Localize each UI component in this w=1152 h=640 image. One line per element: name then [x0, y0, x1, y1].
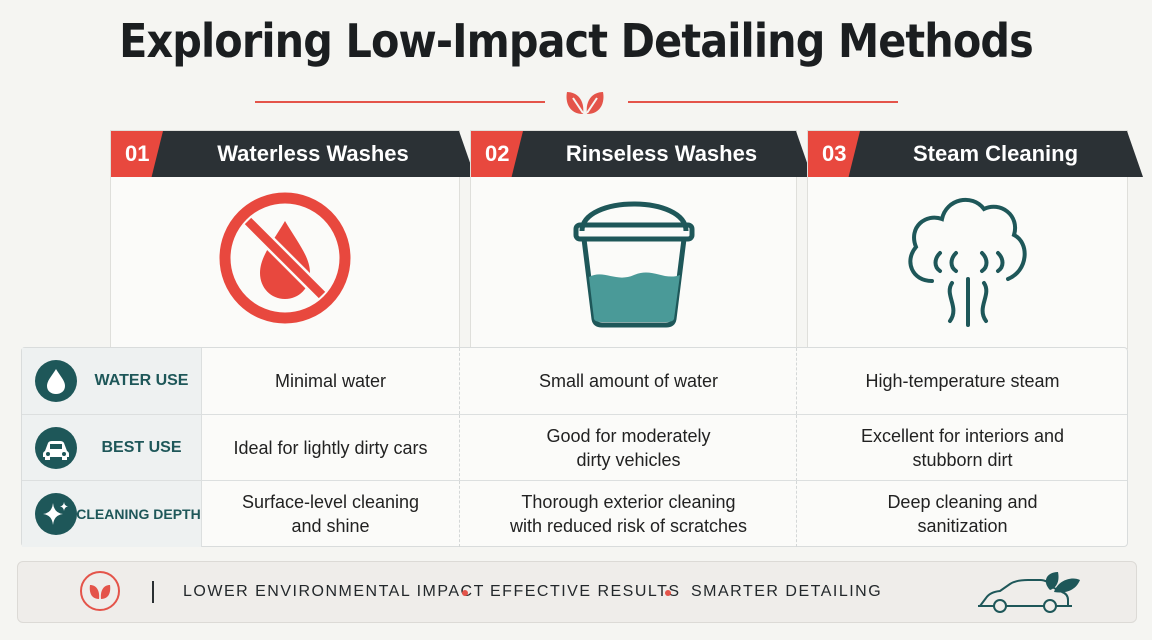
footer-item: LOWER ENVIRONMENTAL IMPACT: [183, 583, 485, 600]
table-cell: Thorough exterior cleaning with reduced r…: [459, 481, 797, 547]
table-cell: Minimal water: [274, 371, 387, 391]
table-cell: Small amount of water: [459, 348, 797, 414]
table-cell: Surface-level cleaning and shine: [241, 492, 420, 536]
method-card-waterless: 01 Waterless Washes: [110, 130, 460, 349]
row-label: CLEANING DEPTH: [76, 506, 201, 522]
table-row-cleaning-depth: CLEANING DEPTH Surface-level cleaning and…: [22, 480, 1127, 547]
no-water-icon: [111, 191, 459, 330]
bullet-dot: [665, 590, 671, 596]
bucket-icon: [471, 191, 796, 336]
card-header: 02 Rinseless Washes: [471, 131, 812, 177]
comparison-table: WATER USE Minimal water Small amount of …: [21, 347, 1128, 547]
divider: [152, 581, 154, 603]
card-header: 01 Waterless Washes: [111, 131, 475, 177]
table-cell: Excellent for interiors and stubborn dirt: [796, 415, 1128, 481]
car-icon: [35, 427, 77, 469]
method-card-steam: 03 Steam Cleaning: [807, 130, 1128, 349]
eco-car-icon: [976, 568, 1086, 621]
leaf-icon: [80, 571, 120, 611]
row-header: WATER USE: [22, 348, 202, 414]
card-title: Waterless Washes: [217, 141, 409, 166]
row-header: BEST USE: [22, 415, 202, 481]
footer-banner: LOWER ENVIRONMENTAL IMPACT EFFECTIVE RES…: [17, 561, 1137, 623]
card-header: 03 Steam Cleaning: [808, 131, 1143, 177]
footer-item: SMARTER DETAILING: [691, 583, 883, 600]
title-rule-left: [255, 101, 545, 103]
card-number: 03: [808, 131, 860, 177]
row-label: BEST USE: [101, 439, 182, 456]
leaf-icon: [561, 86, 609, 121]
table-row-best-use: BEST USE Ideal for lightly dirty cars Go…: [22, 414, 1127, 481]
row-label: WATER USE: [94, 372, 189, 389]
card-title: Rinseless Washes: [565, 141, 758, 166]
table-cell: Good for moderately dirty vehicles: [459, 415, 797, 481]
table-cell: Deep cleaning and sanitization: [796, 481, 1128, 547]
table-cell: High-temperature steam: [796, 348, 1128, 414]
page-title: Exploring Low-Impact Detailing Methods: [119, 14, 1034, 68]
table-row-water-use: WATER USE Minimal water Small amount of …: [22, 348, 1127, 414]
steam-cloud-icon: [808, 191, 1127, 334]
row-header: CLEANING DEPTH: [22, 481, 202, 547]
card-number: 01: [111, 131, 163, 177]
table-cell: Ideal for lightly dirty cars: [233, 438, 428, 458]
card-title: Steam Cleaning: [912, 141, 1079, 166]
bullet-dot: [462, 590, 468, 596]
water-drop-icon: [35, 360, 77, 402]
sparkle-icon: [35, 493, 77, 535]
title-rule-right: [628, 101, 898, 103]
footer-item: EFFECTIVE RESULTS: [490, 583, 681, 600]
card-number: 02: [471, 131, 523, 177]
method-card-rinseless: 02 Rinseless Washes: [470, 130, 797, 349]
